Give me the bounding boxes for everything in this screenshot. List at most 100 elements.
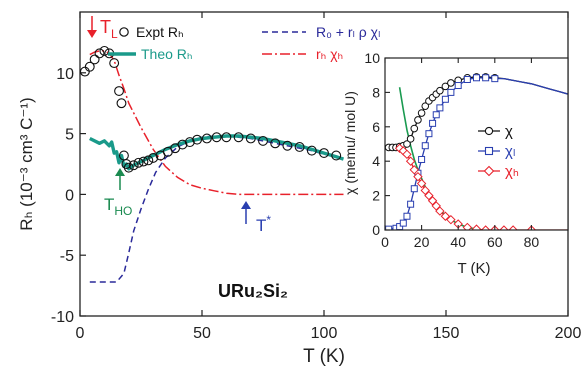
inset-point-chi bbox=[421, 102, 430, 110]
expt-point bbox=[128, 160, 139, 171]
inset-y-tick-label: 2 bbox=[372, 188, 380, 204]
main-x-tick-label: 50 bbox=[193, 325, 211, 342]
series-line-rh bbox=[89, 50, 344, 196]
expt-point bbox=[143, 155, 154, 166]
expt-point bbox=[89, 54, 100, 65]
inset-point-chi bbox=[414, 116, 422, 124]
inset-point-chi-h bbox=[427, 196, 438, 206]
legend-text-rh: rₕ χₕ bbox=[316, 46, 343, 62]
tl-arrow-head bbox=[87, 30, 97, 38]
inset-point-chi-l bbox=[432, 111, 440, 119]
inset-point-chi-l bbox=[491, 75, 499, 83]
inset-point-chi-l bbox=[447, 88, 455, 96]
inset-y-tick-label: 4 bbox=[372, 153, 380, 169]
inset-point-chi bbox=[410, 124, 419, 133]
expt-point bbox=[282, 140, 293, 151]
main-y-tick-label: 5 bbox=[65, 127, 74, 144]
legend-text-expt: Expt Rₕ bbox=[136, 24, 184, 40]
legend-text-theo: Theo Rₕ bbox=[141, 46, 193, 62]
tl-label-sub: L bbox=[111, 27, 118, 41]
inset-point-chi-l bbox=[385, 225, 393, 230]
expt-point bbox=[148, 152, 159, 163]
annotations: TL THO T* URu₂Si₂ bbox=[87, 16, 288, 301]
tho-label: THO bbox=[104, 195, 132, 218]
inset-x-tick-label: 20 bbox=[414, 234, 430, 250]
expt-point bbox=[233, 132, 244, 143]
inset-y-tick-label: 8 bbox=[372, 84, 380, 100]
expt-point bbox=[201, 133, 212, 144]
inset-legend: χ χₗ χₕ bbox=[478, 123, 519, 180]
expt-point bbox=[258, 135, 268, 146]
tl-label-main: T bbox=[100, 17, 111, 37]
expt-point bbox=[211, 132, 222, 143]
inset-point-chi-h bbox=[413, 171, 423, 182]
inset-point-chi-h bbox=[435, 206, 445, 216]
inset-series-group bbox=[385, 73, 568, 230]
main-y-axis-label: Rₕ (10⁻³ cm³ C⁻¹) bbox=[17, 97, 36, 230]
series-line-theo bbox=[89, 134, 345, 171]
expt-point bbox=[177, 139, 188, 150]
inset-point-chi-h bbox=[471, 224, 482, 230]
inset-point-chi-l bbox=[482, 74, 490, 82]
inset-legend-marker-chi-h bbox=[483, 165, 495, 177]
expt-point bbox=[123, 162, 134, 173]
legend-text-r0: R₀ + rₗ ρ χₗ bbox=[316, 24, 380, 40]
inset-point-chi-l bbox=[436, 104, 444, 112]
expt-point bbox=[116, 98, 127, 109]
inset-x-axis-label: T (K) bbox=[457, 260, 490, 277]
inset-legend-text-chi-l: χₗ bbox=[505, 143, 515, 160]
tstar-label: T* bbox=[256, 213, 271, 235]
inset-y-axis-label: χ (memu/ mol U) bbox=[342, 91, 358, 195]
inset-legend-marker-chi-l bbox=[484, 146, 494, 156]
expt-point bbox=[99, 45, 110, 56]
tho-arrow-head bbox=[115, 168, 125, 176]
expt-point bbox=[133, 157, 144, 168]
main-x-tick-label: 100 bbox=[311, 325, 338, 342]
inset-point-chi-h bbox=[405, 156, 416, 166]
inset-plot: 0 20 40 60 80 0 2 4 6 8 10 T (K) χ (memu/ mol U) χ… bbox=[342, 50, 569, 277]
inset-point-chi-l bbox=[429, 119, 437, 127]
legend-marker-expt bbox=[119, 27, 129, 37]
expt-point bbox=[221, 132, 232, 143]
tstar-label-main: T bbox=[256, 216, 266, 235]
inset-legend-marker-chi bbox=[484, 126, 494, 136]
expt-point bbox=[184, 137, 195, 148]
main-x-tick-label: 150 bbox=[433, 325, 460, 342]
inset-background bbox=[385, 58, 568, 230]
inset-point-chi-h bbox=[480, 225, 491, 230]
inset-point-chi bbox=[447, 79, 455, 87]
inset-x-tick-label: 60 bbox=[487, 234, 503, 250]
inset-point-chi-l bbox=[454, 82, 462, 90]
expt-point bbox=[109, 58, 120, 69]
tstar-arrow-head bbox=[241, 201, 251, 209]
inset-x-tick-label: 40 bbox=[450, 234, 466, 250]
inset-point-chi-h bbox=[416, 178, 427, 189]
expt-point bbox=[319, 148, 329, 159]
inset-point-chi bbox=[417, 109, 426, 117]
inset-y-tick-label: 6 bbox=[372, 119, 380, 135]
main-y-tick-label: 10 bbox=[56, 66, 74, 83]
inset-point-chi-l bbox=[441, 95, 449, 103]
expt-point bbox=[138, 156, 149, 167]
expt-point bbox=[114, 86, 124, 96]
inset-point-chi-l bbox=[418, 155, 426, 163]
inset-point-chi-h bbox=[440, 211, 451, 221]
inset-point-chi-l bbox=[403, 212, 411, 220]
main-x-tick-label: 0 bbox=[76, 325, 85, 342]
tho-label-main: T bbox=[104, 195, 114, 214]
inset-point-chi bbox=[406, 135, 415, 143]
main-legend: Expt Rₕ Theo Rₕ R₀ + rₗ ρ χₗ rₕ χₕ bbox=[108, 24, 380, 62]
inset-y-tick-label: 0 bbox=[372, 222, 380, 238]
inset-point-chi-h bbox=[420, 185, 430, 196]
inset-point-chi-h bbox=[462, 222, 473, 230]
inset-point-chi-h bbox=[499, 225, 509, 230]
inset-point-chi-l bbox=[425, 130, 433, 138]
inset-point-chi-l bbox=[463, 76, 471, 83]
inset-y-tick-label: 10 bbox=[364, 50, 380, 66]
tstar-label-sup: * bbox=[266, 213, 271, 227]
main-y-tick-label: -5 bbox=[60, 248, 74, 265]
inset-legend-text-chi: χ bbox=[505, 123, 513, 140]
expt-point bbox=[192, 134, 203, 145]
main-x-axis-label: T (K) bbox=[303, 346, 345, 367]
